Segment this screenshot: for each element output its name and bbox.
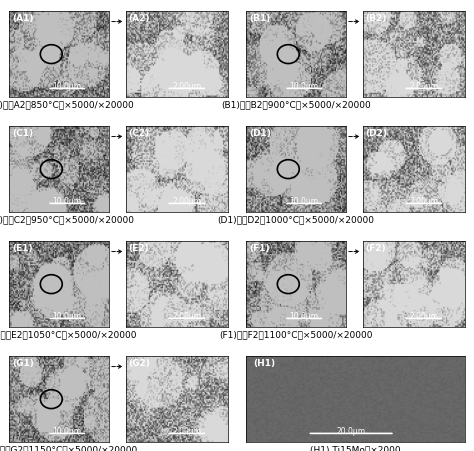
Text: (C1): (C1): [12, 129, 34, 138]
Text: (B1)、（B2）900°C，×5000/×20000: (B1)、（B2）900°C，×5000/×20000: [221, 101, 371, 110]
Text: 10.0μm: 10.0μm: [53, 427, 82, 436]
Text: (E2): (E2): [128, 244, 149, 253]
Text: 20.0μm: 20.0μm: [337, 427, 366, 436]
Text: (F1): (F1): [249, 244, 270, 253]
Text: (A2): (A2): [128, 14, 150, 23]
Text: (G2): (G2): [128, 359, 151, 368]
Text: 2.00μm: 2.00μm: [172, 427, 201, 436]
Text: 2.00μm: 2.00μm: [409, 197, 438, 206]
Text: 2.00μm: 2.00μm: [172, 82, 201, 91]
Text: (B2): (B2): [365, 14, 387, 23]
Text: (F2): (F2): [365, 244, 386, 253]
Text: 10.0μm: 10.0μm: [53, 312, 82, 321]
Text: (A1): (A1): [12, 14, 34, 23]
Text: (D1)、（D2）1000°C，×5000/×20000: (D1)、（D2）1000°C，×5000/×20000: [218, 216, 375, 225]
Text: 10.0μm: 10.0μm: [290, 197, 319, 206]
Text: (F1)、（F2）1100°C，×5000/×20000: (F1)、（F2）1100°C，×5000/×20000: [219, 331, 373, 340]
Text: (E1)、（E2）1050°C，×5000/×20000: (E1)、（E2）1050°C，×5000/×20000: [0, 331, 137, 340]
Text: (H1): (H1): [253, 359, 275, 368]
Text: (A1)、（A2）850°C，×5000/×20000: (A1)、（A2）850°C，×5000/×20000: [0, 101, 134, 110]
Text: 10.0μm: 10.0μm: [290, 312, 319, 321]
Text: 2.00μm: 2.00μm: [409, 82, 438, 91]
Text: 10.0μm: 10.0μm: [53, 82, 82, 91]
Text: 2.00μm: 2.00μm: [409, 312, 438, 321]
Text: (C1)、（C2）950°C，×5000/×20000: (C1)、（C2）950°C，×5000/×20000: [0, 216, 134, 225]
Text: (B1): (B1): [249, 14, 271, 23]
Text: 2.00μm: 2.00μm: [172, 197, 201, 206]
Text: (G1)、（G2）1150°C，×5000/×20000: (G1)、（G2）1150°C，×5000/×20000: [0, 446, 138, 451]
Text: (G1): (G1): [12, 359, 34, 368]
Text: (D1): (D1): [249, 129, 272, 138]
Text: (E1): (E1): [12, 244, 33, 253]
Text: (C2): (C2): [128, 129, 150, 138]
Text: 10.0μm: 10.0μm: [290, 82, 319, 91]
Text: (D2): (D2): [365, 129, 388, 138]
Text: 10.0μm: 10.0μm: [53, 197, 82, 206]
Text: (H1) Ti15Mo，×2000: (H1) Ti15Mo，×2000: [310, 446, 401, 451]
Text: 2.00μm: 2.00μm: [172, 312, 201, 321]
